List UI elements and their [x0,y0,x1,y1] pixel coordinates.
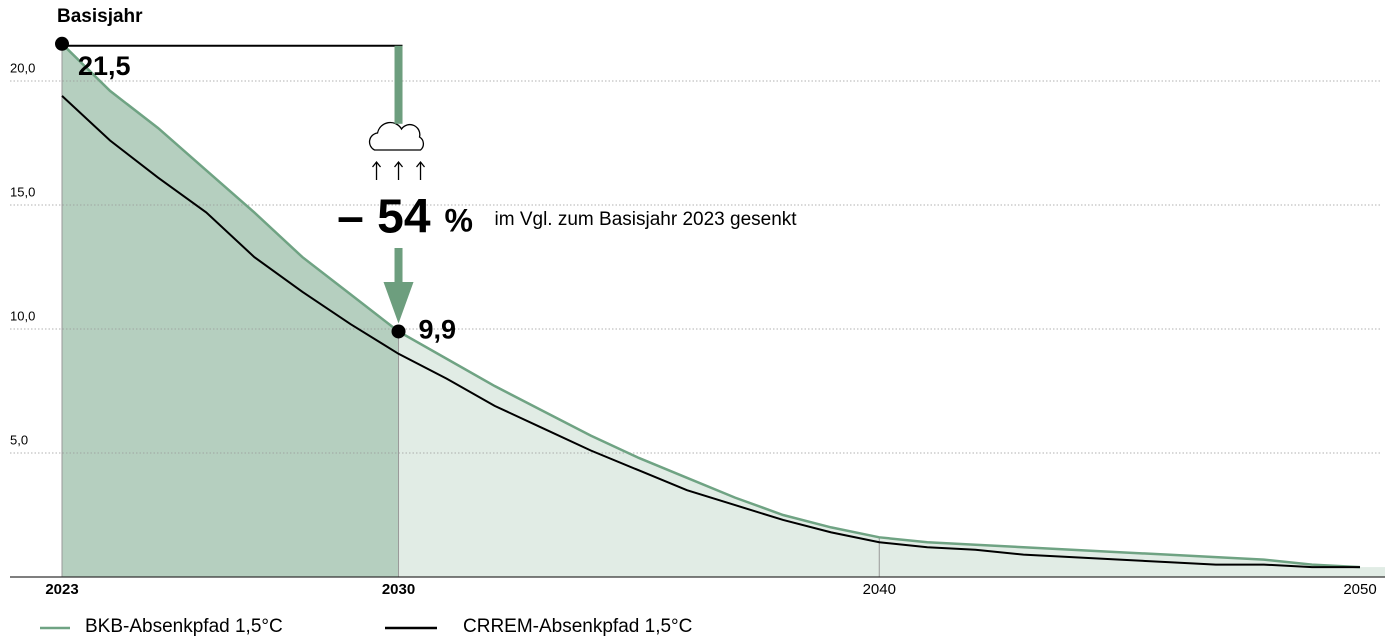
line [61,42,1361,569]
cloud-icon [368,121,426,180]
arrow-shaft [394,45,403,124]
y-tick-label: 10,0 [10,308,35,323]
arrow-shaft [394,248,403,290]
x-tick-label: 2023 [45,581,78,598]
point [391,324,406,339]
y-tick-label: 20,0 [10,60,35,75]
point [55,36,69,51]
x-tick-label: 2030 [382,581,415,598]
reduction-value: – 54 [337,191,431,244]
y-tick-label: 15,0 [10,184,35,199]
x-tick-label: 2040 [863,581,896,598]
legend-label: BKB-Absenkpfad 1,5°C [85,616,283,637]
line [61,95,1360,569]
value-label: 9,9 [419,315,457,345]
legend-label: CRREM-Absenkpfad 1,5°C [463,616,692,637]
area [398,331,1360,577]
area [62,43,399,578]
x-tick-label: 2050 [1343,581,1376,598]
value-label: 21,5 [78,51,131,81]
reduction-unit: % [445,202,473,238]
base-label: Basisjahr [57,6,143,27]
y-tick-label: 5,0 [10,432,28,447]
area-tail [1360,567,1385,577]
reduction-text: im Vgl. zum Basisjahr 2023 gesenkt [495,209,798,230]
arrow-head [383,282,414,324]
